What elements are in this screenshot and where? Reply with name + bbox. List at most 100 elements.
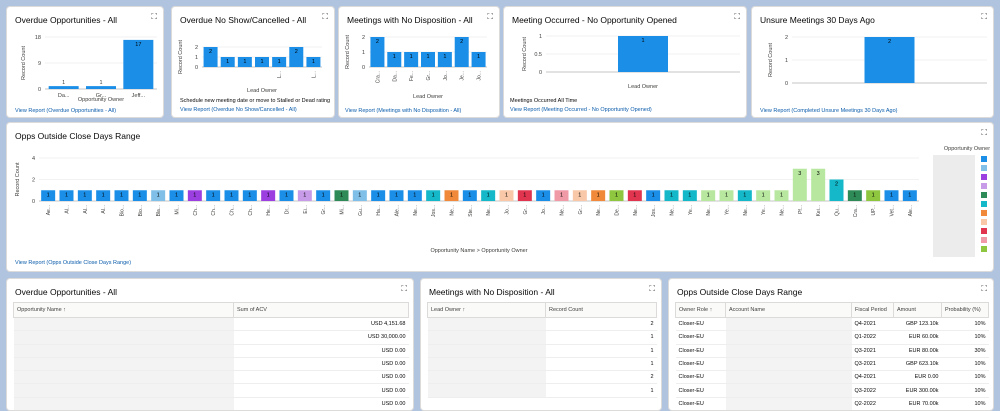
column-header[interactable]: Record Count xyxy=(545,302,657,318)
data-label: 1 xyxy=(477,54,480,60)
view-report-link[interactable]: View Report (Overdue Opportunities - All… xyxy=(15,108,117,114)
table-row[interactable]: 2 xyxy=(427,370,657,385)
table-row[interactable]: Closer-EU Q3-2022 EUR 300.00k 10% xyxy=(675,383,989,398)
column-header[interactable]: Fiscal Period xyxy=(851,302,894,318)
expand-icon[interactable]: ⛶ xyxy=(151,12,157,21)
data-label: 2 xyxy=(460,39,463,45)
x-tick-label: Jo... xyxy=(477,71,483,80)
table-row[interactable]: USD 0.00 xyxy=(13,397,409,410)
table-cell xyxy=(725,344,852,358)
dashboard-card-meetings-no-disposition: Meetings with No Disposition - All ⛶ 0 1 2… xyxy=(338,6,500,118)
table-cell: 2 xyxy=(545,317,657,332)
bar xyxy=(96,190,111,201)
expand-icon[interactable]: ⛶ xyxy=(401,284,407,293)
table-row[interactable]: USD 0.00 xyxy=(13,383,409,398)
x-tick-label: Fe... xyxy=(409,71,415,81)
x-tick-label: Gr... xyxy=(321,205,327,214)
bar xyxy=(572,190,587,201)
sort-arrow-icon[interactable]: ↑ xyxy=(63,307,66,313)
x-tick-label: Jos... xyxy=(431,205,437,217)
table-row[interactable]: 1 xyxy=(427,383,657,398)
column-header[interactable]: Owner Role ↑ xyxy=(675,302,726,318)
table-cell: EUR 70.00k xyxy=(893,397,942,410)
y-axis-label: Record Count xyxy=(21,46,27,80)
y-tick-label: 0 xyxy=(362,65,365,71)
bar xyxy=(404,52,419,67)
sort-arrow-icon[interactable]: ↑ xyxy=(709,307,713,313)
table-row[interactable]: 2 xyxy=(427,317,657,332)
y-tick-label: 2 xyxy=(195,45,198,51)
view-report-link[interactable]: View Report (Meetings with No Dispositio… xyxy=(345,108,462,114)
table-row[interactable]: USD 0.00 xyxy=(13,344,409,358)
x-tick-label: Gu... xyxy=(358,205,364,216)
expand-icon[interactable]: ⛶ xyxy=(322,12,328,21)
bar xyxy=(77,190,92,201)
bar xyxy=(774,190,789,201)
card-title: Meetings with No Disposition - All xyxy=(429,287,555,297)
column-header[interactable]: Lead Owner ↑ xyxy=(427,302,546,318)
table-row[interactable]: Closer-EU Q4-2021 GBP 123.10k 10% xyxy=(675,317,989,332)
expand-icon[interactable]: ⛶ xyxy=(981,128,987,137)
legend-swatch xyxy=(981,174,987,180)
bar-chart: 0 1 2 Record Count Lead Owner 2 Cra... 1 Da... 1 F… xyxy=(345,35,487,100)
dashboard-card-opps-outside-close-days: Opps Outside Close Days Range ⛶ 0 2 4 Recor… xyxy=(6,122,994,272)
bar xyxy=(719,190,734,201)
table-row[interactable]: Closer-EU Q3-2021 GBP 623.10k 10% xyxy=(675,357,989,372)
x-axis-label: Opportunity Owner xyxy=(78,97,124,103)
data-label: 1 xyxy=(312,59,315,65)
data-label: 1 xyxy=(762,192,765,198)
table-row[interactable]: Closer-EU Q1-2022 EUR 60.00k 10% xyxy=(675,330,989,345)
view-report-link[interactable]: View Report (Overdue No Show/Cancelled -… xyxy=(180,107,297,113)
column-header[interactable]: Probability (%) xyxy=(941,302,989,318)
table-row[interactable]: 1 xyxy=(427,330,657,345)
expand-icon[interactable]: ⛶ xyxy=(487,12,493,21)
table-cell: 10% xyxy=(941,357,989,372)
legend-swatch xyxy=(981,201,987,207)
expand-icon[interactable]: ⛶ xyxy=(734,12,740,21)
x-tick-label: Cra... xyxy=(853,205,859,217)
table-cell: Closer-EU xyxy=(675,330,726,345)
table-row[interactable]: 1 xyxy=(427,344,657,358)
table-row[interactable]: Closer-EU Q3-2021 EUR 80.00k 30% xyxy=(675,344,989,358)
table-row[interactable]: 1 xyxy=(427,357,657,372)
expand-icon[interactable]: ⛶ xyxy=(981,284,987,293)
column-header[interactable]: Account Name xyxy=(725,302,852,318)
table-row[interactable]: Closer-EU Q4-2021 EUR 0.00 10% xyxy=(675,370,989,385)
table-row[interactable]: Closer-EU Q2-2022 EUR 70.00k 10% xyxy=(675,397,989,410)
bar-chart: 0 2 4 Record Count Opportunity Name > Opport… xyxy=(15,146,990,257)
x-tick-label: Gr... xyxy=(523,205,529,214)
table-row[interactable]: USD 0.00 xyxy=(13,370,409,385)
data-label: 1 xyxy=(157,192,160,198)
table-row[interactable]: USD 4,151.68 xyxy=(13,317,409,332)
x-tick-label: Ch... xyxy=(230,205,236,216)
data-label: 1 xyxy=(175,192,178,198)
data-label: 1 xyxy=(248,192,251,198)
data-label: 1 xyxy=(872,192,875,198)
dashboard-card-opps-outside-close-days-table: Opps Outside Close Days Range ⛶ Owner Ro… xyxy=(668,278,994,411)
table-row[interactable]: USD 30,000.00 xyxy=(13,330,409,345)
view-report-link[interactable]: View Report (Completed Unsure Meetings 3… xyxy=(760,108,898,114)
bar xyxy=(737,190,752,201)
expand-icon[interactable]: ⛶ xyxy=(649,284,655,293)
table-cell: Q3-2022 xyxy=(851,383,894,398)
bar xyxy=(646,190,661,201)
x-tick-label: Gr... xyxy=(578,205,584,214)
bar xyxy=(902,190,917,201)
table-cell: GBP 123.10k xyxy=(893,317,942,332)
sort-arrow-icon[interactable]: ↑ xyxy=(462,307,466,313)
view-report-link[interactable]: View Report (Meeting Occurred - No Oppor… xyxy=(510,107,652,113)
card-title: Opps Outside Close Days Range xyxy=(677,287,803,297)
table-cell xyxy=(13,317,234,332)
bar xyxy=(756,190,771,201)
expand-icon[interactable]: ⛶ xyxy=(981,12,987,21)
data-label: 1 xyxy=(193,192,196,198)
column-header[interactable]: Sum of ACV xyxy=(233,302,409,318)
table-cell xyxy=(725,383,852,398)
table-row[interactable]: USD 0.00 xyxy=(13,357,409,372)
column-header[interactable]: Amount xyxy=(893,302,942,318)
column-header[interactable]: Opportunity Name ↑ xyxy=(13,302,234,318)
data-label: 2 xyxy=(209,49,212,55)
y-tick-label: 1 xyxy=(362,50,365,56)
y-tick-label: 9 xyxy=(38,61,41,67)
view-report-link[interactable]: View Report (Opps Outside Close Days Ran… xyxy=(15,260,132,266)
